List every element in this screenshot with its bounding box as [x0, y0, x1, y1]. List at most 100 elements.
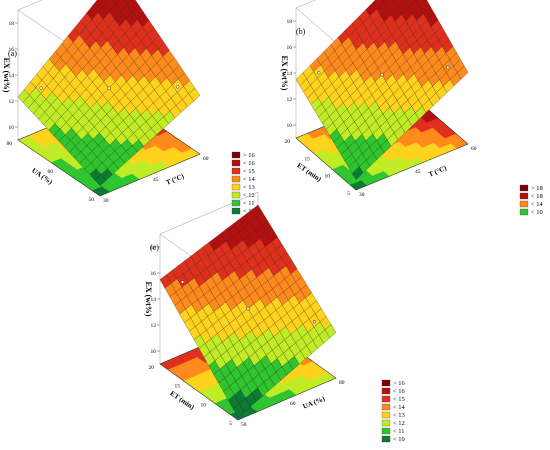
axis-box-edge [295, 0, 317, 9]
legend-label: < 16 [243, 160, 256, 167]
legend-label: < 11 [243, 200, 255, 207]
y-tick-label: 60 [48, 169, 54, 175]
z-tick-label: 10 [151, 349, 157, 355]
surface-mesh-cell [126, 0, 139, 13]
surface-mesh-cell [405, 0, 417, 8]
z-tick-label: 16 [287, 45, 293, 51]
surface-mesh-cell [404, 0, 407, 2]
legend-swatch [381, 395, 391, 403]
legend-label: < 11 [393, 428, 405, 435]
axis-box-edge [17, 0, 43, 11]
x-tick-label: 80 [339, 380, 345, 386]
y-tick-label: 5 [347, 191, 350, 197]
legend-swatch [231, 167, 241, 175]
legend-swatch [381, 387, 391, 395]
z-tick-label: 14 [9, 73, 15, 79]
design-point [317, 71, 321, 75]
surface-mesh-cell [383, 0, 395, 9]
legend-label: < 10 [393, 436, 405, 443]
x-tick-label: 60 [203, 156, 209, 162]
z-tick-label: 18 [9, 21, 15, 27]
z-tick-label: 12 [287, 97, 293, 103]
x-tick-label: 45 [415, 169, 421, 175]
legend-label: < 15 [393, 396, 405, 403]
surface-mesh-cell [112, 0, 120, 5]
panel-letter: (c) [150, 243, 159, 252]
legend-label: < 16 [393, 388, 406, 395]
x-axis-title: T (°C) [427, 164, 448, 179]
legend-swatch [381, 379, 391, 387]
legend-label: < 10 [531, 209, 543, 216]
legend-swatch [231, 207, 241, 215]
surface-mesh-cell [382, 0, 386, 2]
panel-letter: (b) [296, 27, 306, 36]
x-tick-label: 30 [359, 192, 365, 198]
legend-label: < 14 [243, 176, 256, 183]
legend-label: < 12 [393, 420, 405, 427]
surface-mesh-cell [115, 0, 128, 12]
legend-swatch [231, 183, 241, 191]
z-tick-label: 16 [9, 47, 15, 53]
legend-swatch [519, 192, 529, 200]
x-tick-label: 60 [471, 146, 477, 152]
surface-mesh-cell [393, 0, 396, 2]
surface-mesh-cell [394, 0, 406, 9]
axis-box-edge [159, 191, 259, 235]
legend-swatch [231, 151, 241, 159]
x-tick-label: 60 [290, 401, 296, 407]
legend-swatch [381, 419, 391, 427]
legend-swatch [519, 208, 529, 216]
z-tick-label: 14 [287, 71, 293, 77]
surface-mesh-cell [415, 0, 427, 8]
x-axis-title: T (°C) [165, 172, 186, 187]
y-tick-label: 10 [325, 174, 331, 180]
design-point [180, 280, 185, 284]
design-point [312, 320, 317, 324]
legend-swatch [231, 199, 241, 207]
design-point [380, 73, 384, 77]
z-axis-title: EX (wt%) [144, 282, 153, 317]
legend-label: < 12 [243, 192, 255, 199]
surface-mesh-cell [123, 0, 132, 5]
legend-swatch [381, 427, 391, 435]
design-point [39, 86, 43, 90]
legend-swatch [231, 191, 241, 199]
design-point [176, 85, 180, 89]
z-tick-label: 16 [151, 271, 157, 277]
surface-mesh-cell [100, 0, 109, 5]
y-tick-label: 10 [201, 402, 207, 408]
legend-label: > 18 [531, 185, 543, 192]
z-tick-label: 10 [287, 123, 293, 129]
x-tick-label: 50 [241, 422, 247, 428]
legend-label: < 13 [393, 412, 405, 419]
legend-label: > 16 [243, 152, 256, 159]
surface-mesh-cell [251, 204, 264, 218]
y-tick-label: 20 [285, 139, 291, 145]
legend-label: < 10 [243, 208, 255, 215]
z-tick-label: 14 [151, 297, 157, 303]
x-tick-label: 45 [153, 177, 159, 183]
z-tick-label: 18 [151, 245, 157, 251]
legend-swatch [519, 200, 529, 208]
y-axis-title: ET (min) [296, 161, 324, 183]
y-tick-label: 20 [149, 365, 155, 371]
legend-swatch [381, 411, 391, 419]
legend-swatch [231, 175, 241, 183]
legend-label: < 13 [243, 184, 255, 191]
z-tick-label: 18 [287, 19, 293, 25]
surface-mesh-cell [372, 0, 384, 9]
legend-swatch [381, 403, 391, 411]
z-tick-label: 12 [151, 323, 157, 329]
surface-mesh-cell [104, 0, 116, 13]
y-tick-label: 15 [175, 384, 181, 390]
legend-label: < 18 [531, 193, 543, 200]
legend-label: < 14 [531, 201, 544, 208]
legend-swatch [231, 159, 241, 167]
panel-letter: (a) [8, 49, 17, 58]
y-tick-label: 5 [229, 421, 232, 427]
legend-label: > 16 [393, 380, 406, 387]
z-tick-label: 12 [9, 99, 15, 105]
y-tick-label: 50 [89, 197, 95, 203]
z-axis-title: EX (wt%) [2, 58, 11, 93]
